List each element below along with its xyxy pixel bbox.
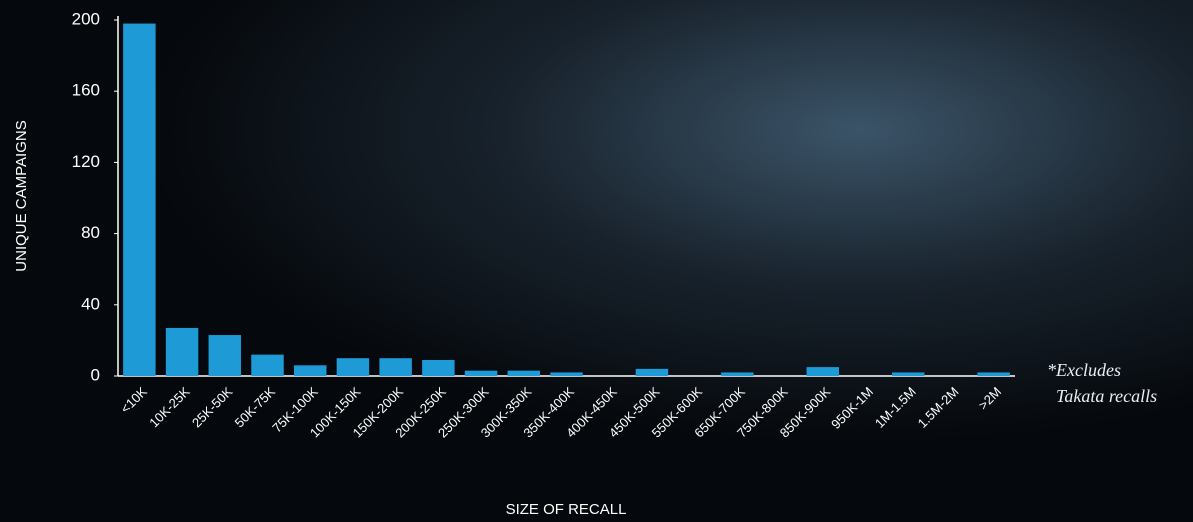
bar xyxy=(293,365,327,376)
bar xyxy=(336,358,370,376)
y-tick-label: 120 xyxy=(72,152,100,171)
bar xyxy=(251,354,284,376)
bar xyxy=(721,372,754,376)
y-tick-label: 0 xyxy=(91,365,100,384)
bar xyxy=(550,372,583,376)
bar xyxy=(635,368,669,376)
y-tick-label: 40 xyxy=(81,294,100,313)
y-tick-label: 80 xyxy=(81,223,100,242)
note: Takata recalls xyxy=(1056,386,1157,406)
y-tick-label: 200 xyxy=(72,9,100,28)
bar xyxy=(208,335,242,376)
y-axis-title: UNIQUE CAMPAIGNS xyxy=(13,120,30,271)
y-tick-label: 160 xyxy=(72,81,100,100)
bar xyxy=(165,327,199,376)
bar xyxy=(422,359,455,376)
x-axis-title: SIZE OF RECALL xyxy=(506,501,627,518)
bar xyxy=(977,372,1010,376)
bar xyxy=(806,367,840,376)
bar xyxy=(507,370,541,376)
note: *Excludes xyxy=(1047,360,1121,380)
bar xyxy=(464,370,498,376)
bar xyxy=(891,372,925,376)
bar xyxy=(123,23,156,377)
bar xyxy=(379,358,412,376)
